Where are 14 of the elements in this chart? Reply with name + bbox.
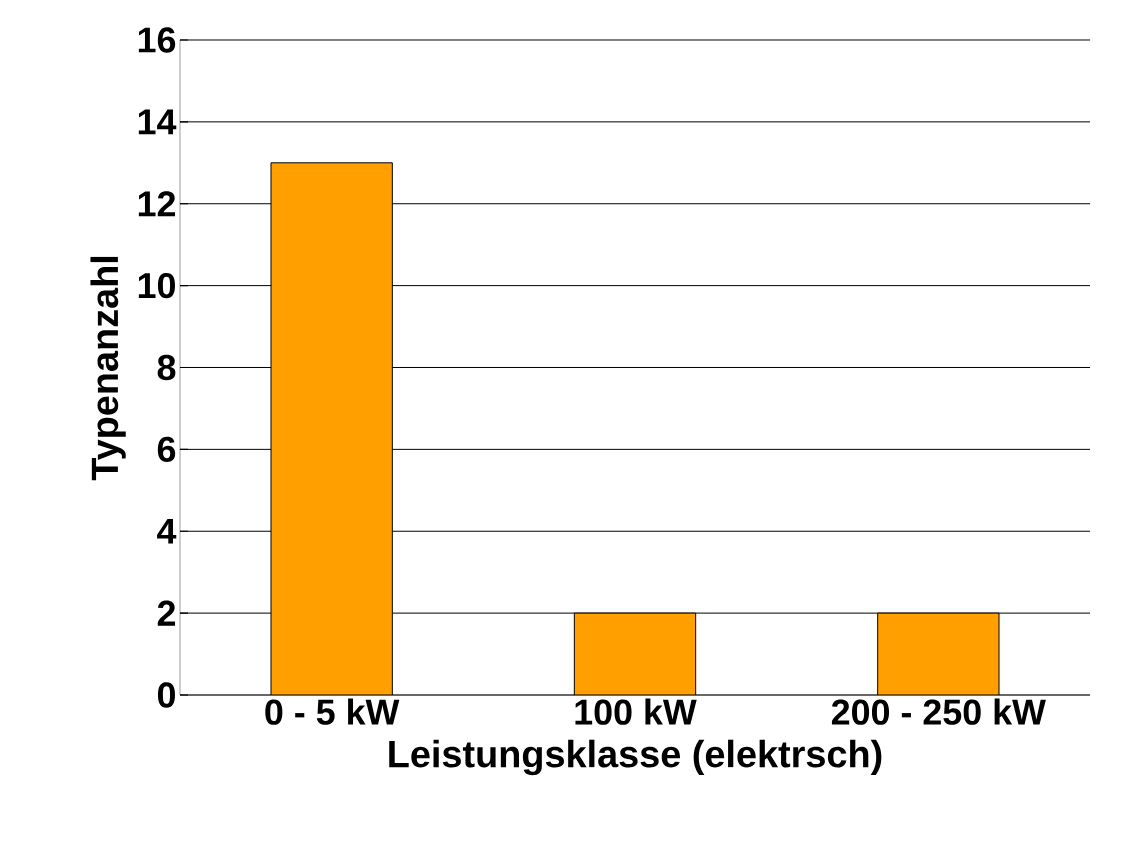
y-tick-label: 14 [138,109,177,135]
x-tick-label: 100 kW [575,698,697,725]
x-tick-label: 200 - 250 kW [831,698,1046,725]
y-tick-label: 0 [157,682,175,708]
y-tick-label: 4 [157,518,177,544]
y-tick-label: 6 [157,436,176,463]
y-tick-label: 10 [138,272,175,299]
x-tick-label: 0 - 5 kW [265,698,400,725]
y-axis-title: Typenanzahl [90,256,126,481]
y-tick-label: 12 [138,191,176,217]
x-axis-title: Leistungsklasse (elektrsch) [389,739,882,776]
y-tick-label: 8 [157,354,176,381]
y-tick-label: 16 [138,27,176,53]
y-tick-label: 2 [157,600,176,626]
